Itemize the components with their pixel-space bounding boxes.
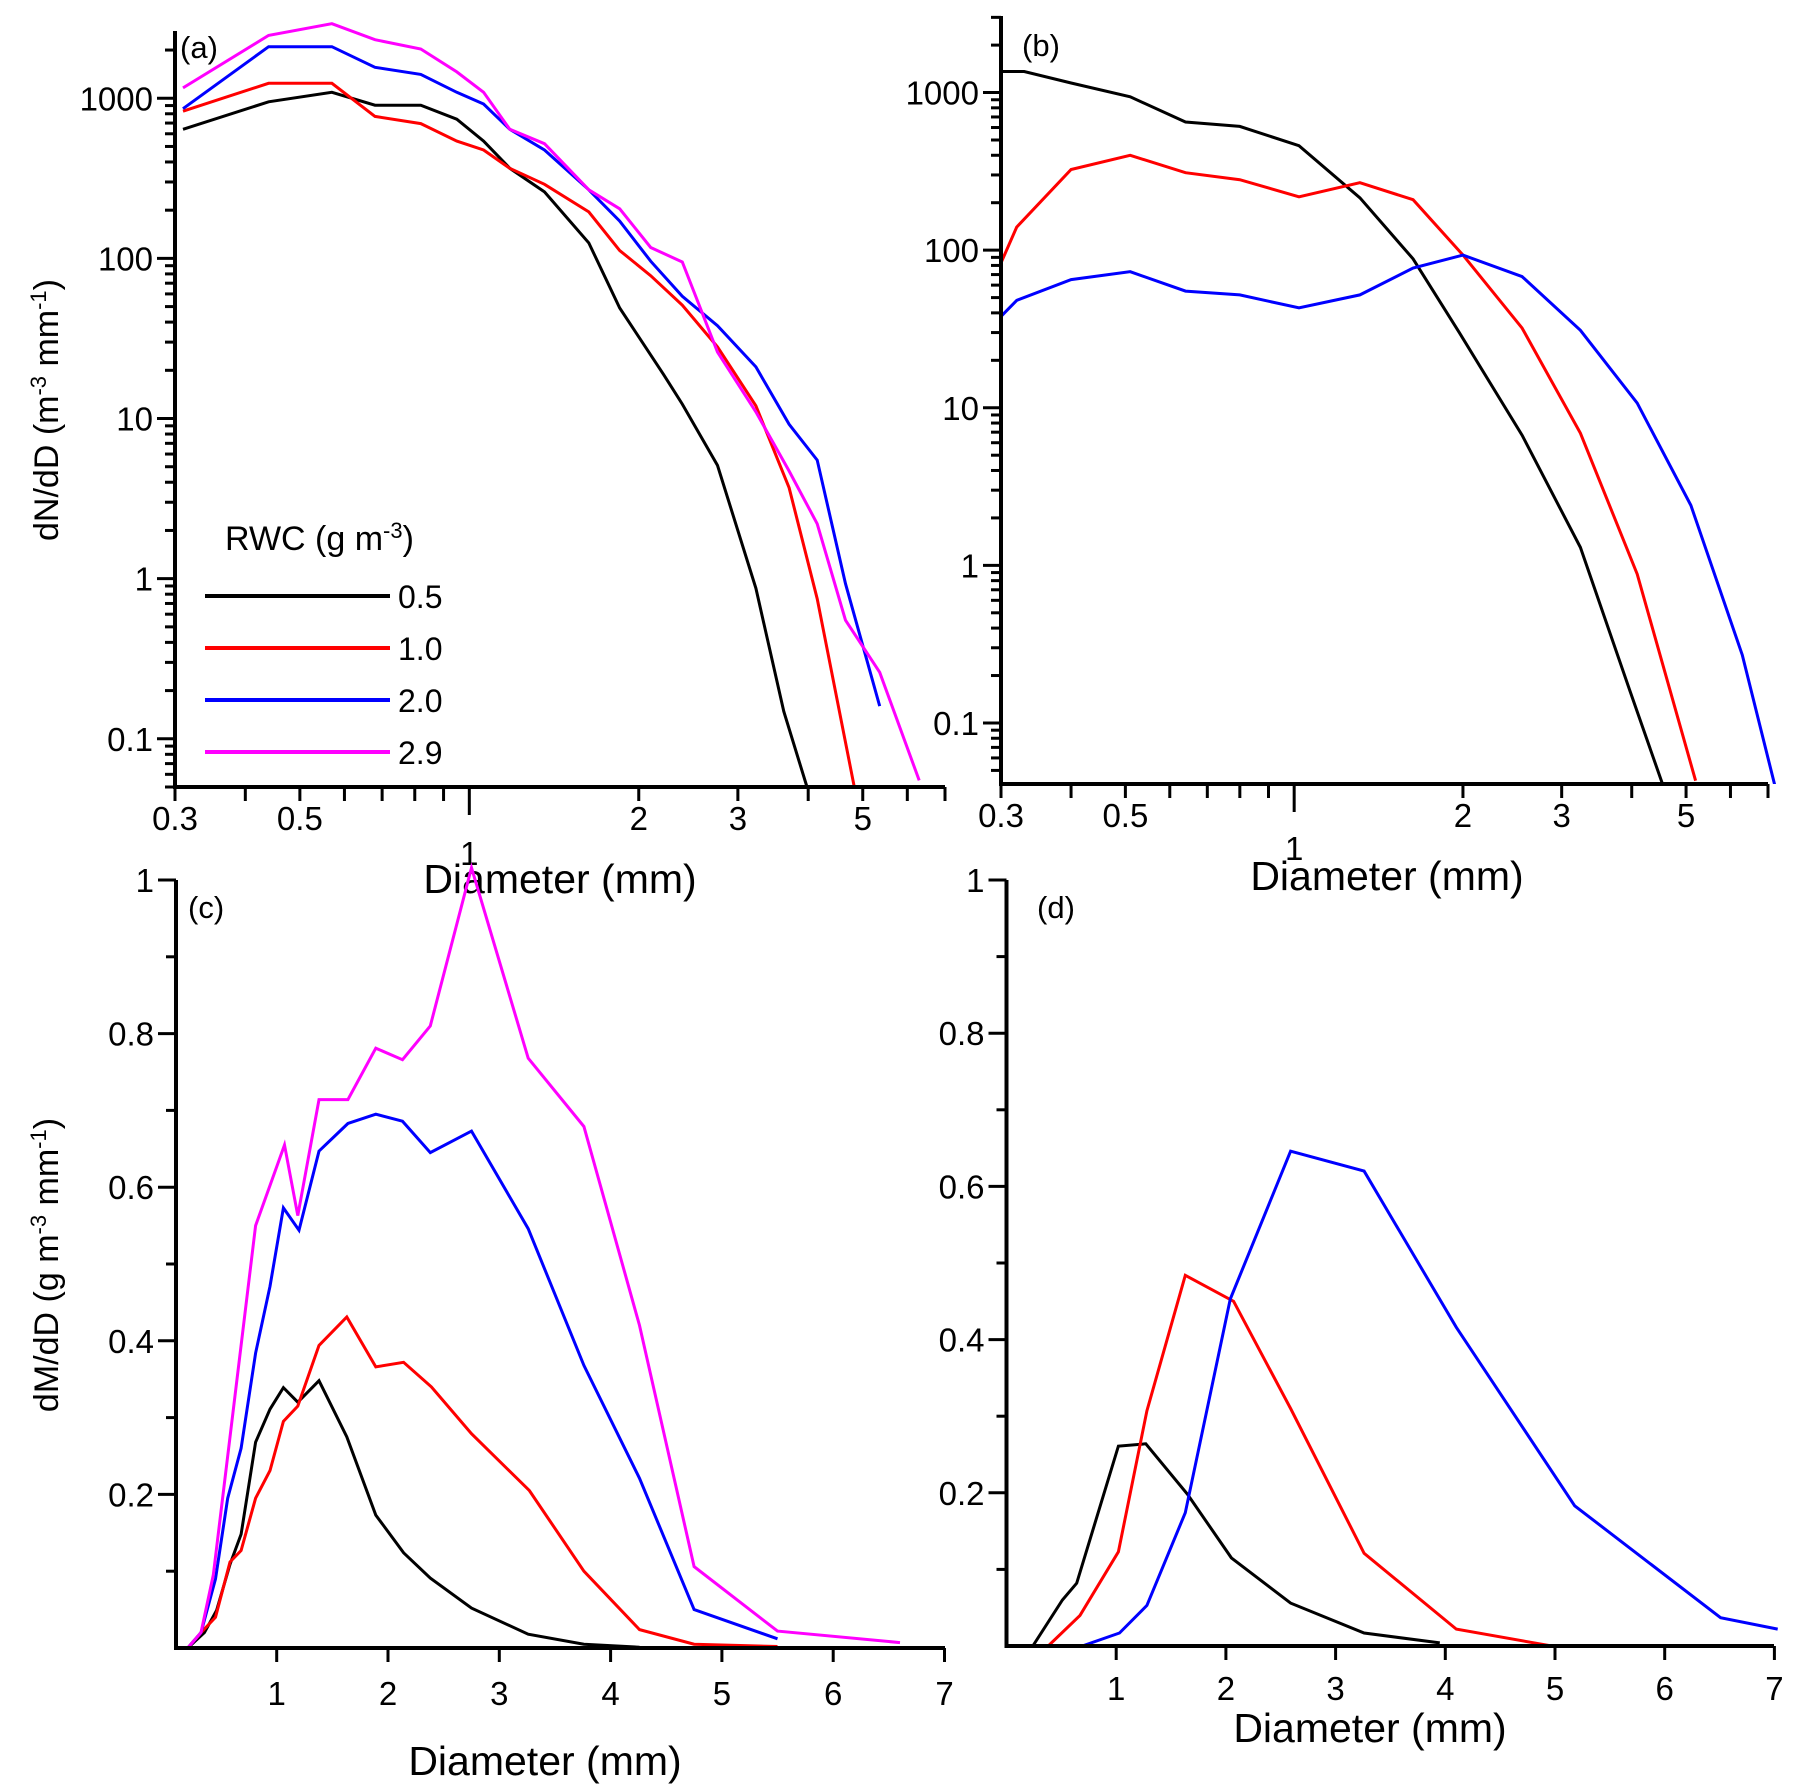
x-tick-label: 1 — [1285, 830, 1303, 867]
series-line-rwc-1-0 — [182, 81, 856, 787]
y-tick-label: 0.2 — [939, 1475, 985, 1512]
legend-entry-label: 1.0 — [398, 631, 442, 667]
x-tick-label: 1 — [460, 835, 478, 872]
legend-entry-label: 0.5 — [398, 579, 442, 615]
y-tick-label: 1 — [135, 561, 153, 598]
y-axis-title: dN/dD (m-3 mm-1) — [26, 279, 67, 541]
x-tick-label: 1 — [268, 1675, 286, 1712]
series-line-rwc-2-0 — [186, 1112, 778, 1648]
panel-b: 0.1 1 10 100 1000 0.3 0.5 1 2 3 5 Diameter (mm) (b) — [906, 15, 1777, 899]
x-tick-label: 3 — [1553, 797, 1571, 834]
y-tick-label: 1000 — [906, 75, 979, 112]
x-axis-title: Diameter (mm) — [1233, 1705, 1506, 1751]
legend-title-superscript: -3 — [383, 518, 403, 543]
series-line-rwc-0-5 — [182, 90, 809, 787]
y-tick-label: 0.1 — [933, 705, 979, 742]
series-line-rwc-2-9 — [186, 862, 901, 1648]
legend-title: RWC (g m-3) — [225, 518, 414, 559]
series-line-rwc-2-0 — [182, 45, 882, 707]
x-tick-label: 5 — [1677, 797, 1695, 834]
series-group — [182, 22, 921, 787]
x-tick-label: 2 — [630, 800, 648, 837]
series-group — [1031, 1149, 1778, 1646]
y-axis-title-part: dM/dD (g m — [28, 1234, 66, 1412]
panel-d: 0.2 0.4 0.6 0.8 1 1 2 3 4 5 6 7 Diameter (mm) (d) — [939, 862, 1784, 1751]
x-tick-label: 0.5 — [277, 800, 323, 837]
x-tick-label: 4 — [1436, 1670, 1454, 1707]
y-axis-title-part: mm — [28, 310, 66, 376]
x-tick-label: 6 — [824, 1675, 842, 1712]
series-line-rwc-2-9 — [182, 22, 921, 781]
y-axis-title-superscript: -3 — [26, 376, 51, 396]
y-axis-title-part: ) — [28, 279, 66, 290]
x-tick-label: 0.3 — [152, 800, 198, 837]
x-tick-label: 5 — [713, 1675, 731, 1712]
x-tick-label: 0.3 — [978, 797, 1024, 834]
y-tick-label: 0.6 — [939, 1168, 985, 1205]
legend-entry-label: 2.0 — [398, 683, 442, 719]
series-line-rwc-1-0 — [186, 1314, 778, 1648]
legend-entry-label: 2.9 — [398, 735, 442, 771]
panel-label: (a) — [180, 30, 218, 65]
series-line-rwc-1-0 — [1001, 153, 1698, 782]
x-tick-label: 2 — [379, 1675, 397, 1712]
y-axis-title-part: mm — [28, 1149, 66, 1215]
series-line-rwc-2-0 — [1001, 253, 1777, 784]
x-tick-label: 4 — [601, 1675, 619, 1712]
panel-c: 0.2 0.4 0.6 0.8 1 1 2 3 4 5 6 7 Diameter (mm) dM/dD (… — [26, 862, 954, 1784]
legend: RWC (g m-3) 0.5 1.0 2.0 2.9 — [205, 518, 442, 771]
series-group — [186, 862, 901, 1648]
y-tick-label: 0.2 — [108, 1476, 154, 1513]
series-line-rwc-0-5 — [1031, 1442, 1440, 1646]
series-group — [1001, 70, 1777, 784]
x-tick-label: 6 — [1656, 1670, 1674, 1707]
x-axis-title: Diameter (mm) — [408, 1738, 681, 1784]
y-axis-title: dM/dD (g m-3 mm-1) — [26, 1118, 67, 1412]
series-line-rwc-2-0 — [1081, 1149, 1778, 1646]
y-tick-label: 0.4 — [939, 1322, 985, 1359]
y-tick-label: 100 — [924, 232, 979, 269]
y-tick-label: 0.4 — [108, 1323, 154, 1360]
y-tick-label: 1 — [136, 862, 154, 899]
y-tick-label: 1000 — [80, 80, 153, 117]
y-tick-label: 10 — [116, 401, 153, 438]
x-tick-label: 0.5 — [1102, 797, 1148, 834]
x-axis-title: Diameter (mm) — [1250, 853, 1523, 899]
x-tick-label: 1 — [1107, 1670, 1125, 1707]
y-tick-label: 10 — [942, 390, 979, 427]
legend-title-part: RWC (g m — [225, 520, 383, 558]
y-tick-label: 0.8 — [108, 1016, 154, 1053]
x-tick-label: 5 — [1546, 1670, 1564, 1707]
x-tick-label: 7 — [935, 1675, 953, 1712]
y-tick-label: 0.8 — [939, 1015, 985, 1052]
y-axis-title-part: ) — [28, 1118, 66, 1129]
panel-label: (d) — [1037, 890, 1075, 925]
y-axis-title-superscript: -1 — [26, 290, 51, 310]
y-tick-label: 100 — [98, 240, 153, 277]
y-tick-label: 0.6 — [108, 1169, 154, 1206]
x-tick-label: 7 — [1765, 1670, 1783, 1707]
series-line-rwc-0-5 — [1001, 70, 1665, 784]
x-tick-label: 2 — [1454, 797, 1472, 834]
series-line-rwc-0-5 — [186, 1378, 640, 1648]
y-tick-label: 0.1 — [107, 721, 153, 758]
panel-label: (b) — [1022, 28, 1060, 63]
x-tick-label: 5 — [854, 800, 872, 837]
legend-title-part: ) — [403, 520, 414, 558]
x-tick-label: 3 — [490, 1675, 508, 1712]
y-tick-label: 1 — [961, 547, 979, 584]
y-axis-title-superscript: -1 — [26, 1129, 51, 1149]
series-line-rwc-1-0 — [1047, 1273, 1552, 1646]
y-tick-label: 1 — [966, 862, 984, 899]
x-tick-label: 3 — [729, 800, 747, 837]
panel-label: (c) — [188, 890, 224, 925]
y-axis-title-superscript: -3 — [26, 1215, 51, 1235]
x-tick-label: 2 — [1217, 1670, 1235, 1707]
x-tick-label: 3 — [1326, 1670, 1344, 1707]
y-axis-title-part: dN/dD (m — [28, 396, 66, 541]
